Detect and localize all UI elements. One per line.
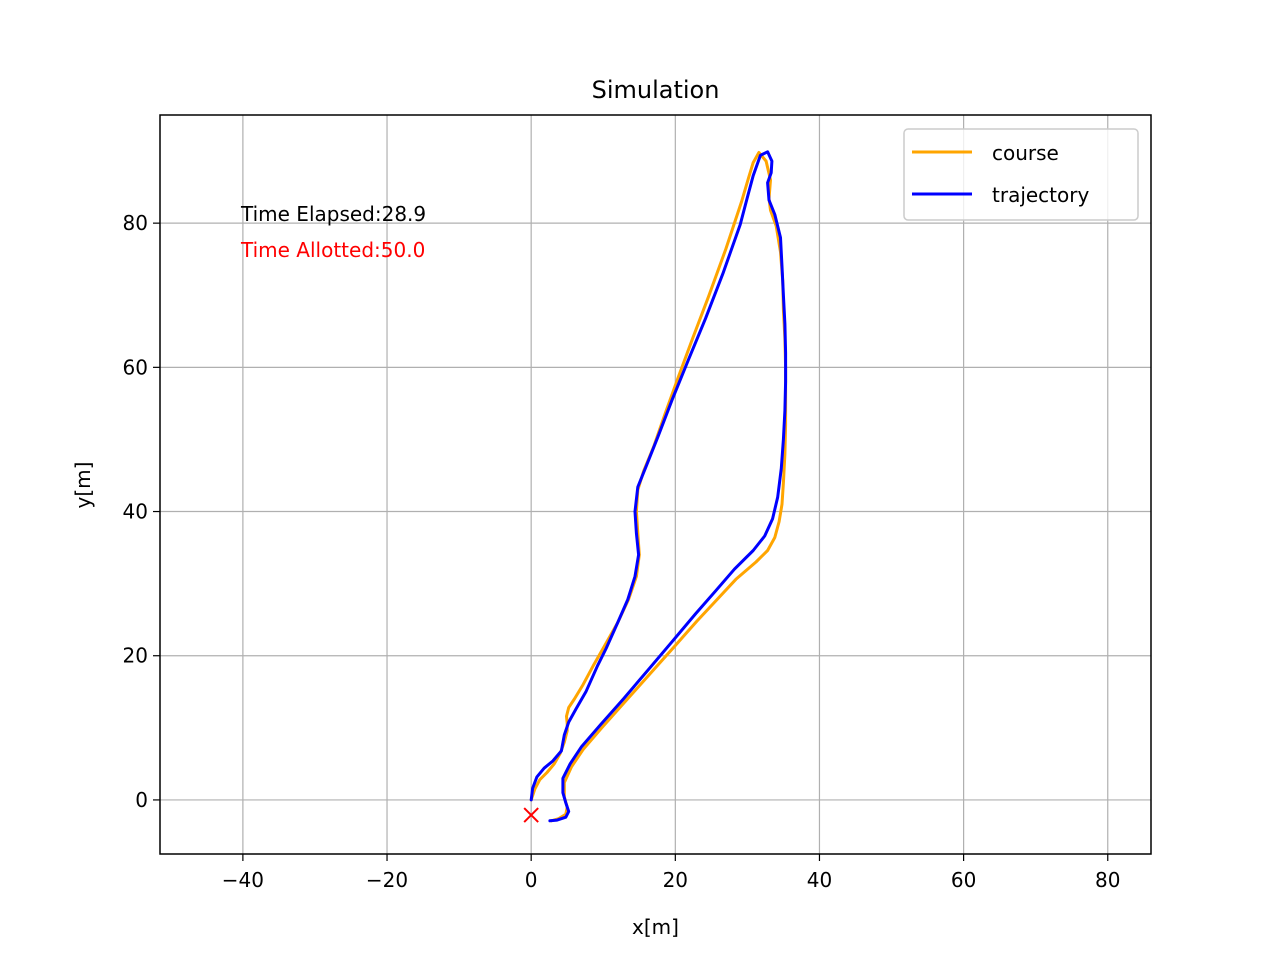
series-line-trajectory xyxy=(529,150,788,823)
x-tick-label: 60 xyxy=(951,868,976,892)
axes-frame xyxy=(159,114,1152,855)
y-tick-label: 80 xyxy=(123,211,148,235)
y-tick-label: 20 xyxy=(123,644,148,668)
x-tick-label: 40 xyxy=(807,868,832,892)
x-tick-label: 0 xyxy=(525,868,538,892)
y-tick-label: 0 xyxy=(135,788,148,812)
x-tick-label: −20 xyxy=(366,868,408,892)
legend: course trajectory xyxy=(903,128,1139,221)
axis-ticks: −40 −20 0 20 40 60 80 0 20 40 60 80 xyxy=(123,211,1121,892)
time-elapsed-text: Time Elapsed:28.9 xyxy=(240,202,426,226)
chart-title: Simulation xyxy=(592,76,720,104)
y-axis-label: y[m] xyxy=(71,462,95,509)
x-tick-label: 20 xyxy=(663,868,688,892)
y-tick-label: 60 xyxy=(123,355,148,379)
legend-label-trajectory: trajectory xyxy=(992,183,1089,207)
plot-area xyxy=(523,150,788,823)
legend-label-course: course xyxy=(992,141,1059,165)
start-marker-x xyxy=(523,807,539,823)
y-tick-label: 40 xyxy=(123,500,148,524)
time-allotted-text: Time Allotted:50.0 xyxy=(240,238,425,262)
x-tick-label: 80 xyxy=(1095,868,1120,892)
x-tick-label: −40 xyxy=(222,868,264,892)
x-axis-label: x[m] xyxy=(632,915,679,939)
series-line-course xyxy=(529,151,788,823)
grid-lines xyxy=(160,115,1151,854)
